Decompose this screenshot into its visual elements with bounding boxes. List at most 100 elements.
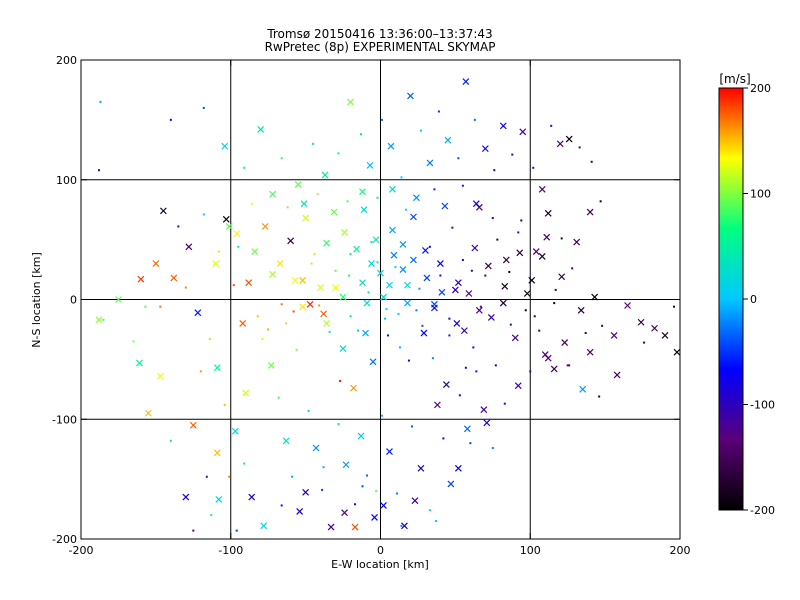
data-point-dot bbox=[491, 217, 494, 220]
data-point-dot bbox=[376, 196, 379, 199]
data-point-cross bbox=[347, 98, 354, 106]
data-point-cross bbox=[215, 496, 223, 503]
data-point-cross bbox=[260, 522, 268, 530]
data-point-cross bbox=[231, 427, 239, 435]
data-point-cross bbox=[501, 282, 509, 290]
data-point-cross bbox=[213, 449, 221, 457]
data-point-dot bbox=[529, 370, 532, 373]
data-point-cross bbox=[407, 92, 414, 100]
data-point-dot bbox=[509, 323, 512, 326]
data-point-dot bbox=[571, 267, 574, 270]
data-point-dot bbox=[237, 245, 240, 248]
data-point-cross bbox=[312, 444, 320, 452]
data-point-cross bbox=[251, 248, 259, 256]
data-point-cross bbox=[573, 238, 581, 246]
data-point-cross bbox=[182, 493, 190, 501]
data-point-dot bbox=[428, 245, 431, 248]
data-point-dot bbox=[334, 269, 337, 272]
y-axis-ticks: -200 -100 0 100 200 bbox=[52, 54, 680, 546]
data-point-cross bbox=[159, 207, 167, 215]
data-point-cross bbox=[423, 274, 431, 282]
data-point-dot bbox=[280, 157, 283, 160]
data-point-cross bbox=[341, 229, 348, 236]
data-point-dot bbox=[346, 200, 349, 203]
data-point-cross bbox=[460, 327, 468, 335]
data-point-dot bbox=[400, 524, 403, 527]
data-point-cross bbox=[357, 432, 365, 440]
data-point-dot bbox=[144, 305, 147, 308]
data-point-dot bbox=[192, 529, 195, 532]
data-point-dot bbox=[357, 329, 360, 332]
data-point-dot bbox=[322, 466, 325, 469]
data-point-cross bbox=[389, 185, 396, 193]
data-point-dot bbox=[337, 423, 340, 426]
data-point-dot bbox=[407, 359, 410, 362]
data-point-dot bbox=[461, 184, 464, 187]
data-point-cross bbox=[591, 293, 599, 301]
data-point-cross bbox=[360, 206, 368, 214]
colorbar-tick-label: -100 bbox=[750, 399, 775, 412]
data-point-cross bbox=[519, 128, 527, 136]
data-point-dot bbox=[286, 206, 289, 209]
data-point-dot bbox=[643, 341, 646, 344]
data-point-cross bbox=[528, 276, 536, 284]
data-point-cross bbox=[276, 260, 284, 267]
x-axis-label: E-W location [km] bbox=[331, 558, 429, 571]
data-point-dot bbox=[434, 520, 437, 523]
data-point-cross bbox=[299, 303, 307, 311]
data-point-cross bbox=[144, 409, 152, 417]
data-point-cross bbox=[185, 243, 193, 251]
data-point-dot bbox=[370, 241, 373, 244]
data-point-dot bbox=[367, 291, 370, 294]
data-point-cross bbox=[433, 401, 441, 409]
data-point-dot bbox=[439, 274, 442, 277]
data-point-dot bbox=[205, 475, 208, 478]
data-point-dot bbox=[469, 442, 472, 445]
data-point-cross bbox=[170, 274, 178, 282]
data-point-cross bbox=[475, 306, 483, 314]
data-point-dot bbox=[550, 124, 553, 127]
data-point-dot bbox=[232, 284, 235, 287]
data-point-dot bbox=[328, 330, 331, 333]
data-point-dot bbox=[354, 503, 357, 506]
data-point-dot bbox=[598, 395, 601, 398]
y-tick-label: -200 bbox=[52, 533, 77, 546]
data-point-dot bbox=[277, 396, 280, 399]
data-point-dot bbox=[380, 118, 383, 121]
data-point-dot bbox=[472, 346, 475, 349]
data-point-cross bbox=[454, 279, 462, 287]
data-point-dot bbox=[169, 439, 172, 442]
data-point-dot bbox=[532, 166, 535, 169]
data-point-dot bbox=[475, 370, 478, 373]
data-point-cross bbox=[233, 230, 241, 238]
data-point-cross bbox=[320, 310, 328, 318]
data-point-dot bbox=[554, 288, 557, 291]
data-point-dot bbox=[291, 475, 294, 478]
data-point-cross bbox=[339, 345, 347, 353]
data-point-cross bbox=[499, 299, 507, 307]
data-point-dot bbox=[461, 258, 464, 261]
data-point-cross bbox=[613, 371, 621, 379]
data-point-cross bbox=[386, 281, 393, 289]
data-point-dot bbox=[601, 324, 604, 327]
data-point-dot bbox=[493, 169, 496, 172]
data-point-cross bbox=[386, 448, 393, 456]
data-point-dot bbox=[169, 118, 172, 121]
data-point-dot bbox=[394, 266, 397, 269]
data-point-dot bbox=[280, 504, 283, 507]
data-point-cross bbox=[465, 290, 473, 297]
data-point-dot bbox=[261, 338, 264, 341]
data-point-cross bbox=[323, 239, 331, 247]
data-point-cross bbox=[269, 190, 277, 198]
data-point-cross bbox=[483, 419, 491, 427]
data-point-dot bbox=[243, 166, 246, 169]
data-point-cross bbox=[95, 316, 103, 324]
data-point-cross bbox=[430, 304, 438, 312]
data-point-dot bbox=[484, 274, 487, 277]
data-point-cross bbox=[436, 260, 444, 267]
data-point-cross bbox=[451, 286, 459, 294]
data-point-cross bbox=[342, 461, 350, 469]
data-point-dot bbox=[517, 231, 520, 234]
data-point-dot bbox=[599, 200, 602, 203]
data-point-dot bbox=[208, 338, 211, 341]
